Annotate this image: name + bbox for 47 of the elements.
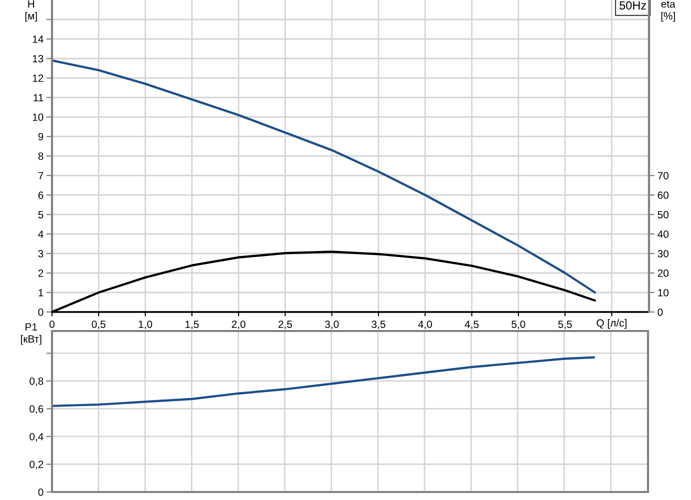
x-tick-label: 2,5: [278, 320, 292, 330]
y-tick-label: 5: [38, 211, 44, 218]
x-tick-label: 5,5: [558, 320, 572, 330]
y-tick-label: 8: [38, 152, 44, 160]
y2-tick-label: 70: [658, 172, 669, 180]
y2-axis-title: eta [%]: [661, 0, 676, 22]
y-axis-title: P1 [кВт]: [21, 323, 42, 345]
y2-tick-label: 20: [658, 270, 669, 277]
y-tick-label: 0,8: [30, 377, 44, 386]
x-tick-label: 4,5: [464, 320, 479, 330]
y-tick-label: 6: [38, 192, 44, 199]
x-tick-label: 3,5: [372, 320, 386, 330]
y2-tick-label: 10: [658, 289, 669, 296]
y-tick-label: 0,2: [30, 460, 44, 470]
y2-tick-label: 40: [658, 230, 669, 238]
y-tick-label: 2: [38, 270, 44, 277]
y-tick-label: 3: [38, 250, 44, 258]
y-tick-label: 0: [38, 308, 44, 316]
y-tick-label: 4: [38, 230, 44, 238]
y-tick-label: 1: [38, 289, 44, 296]
y2-tick-label: 0: [658, 308, 663, 316]
x-tick-label: 5,0: [512, 320, 526, 330]
x-tick-label: 1,5: [185, 320, 199, 330]
y2-tick-label: 30: [658, 250, 669, 258]
x-tick-label: 0,5: [92, 320, 106, 330]
x-tick-label: 3,0: [325, 320, 339, 330]
y-tick-label: 14: [32, 36, 44, 43]
y-tick-label: 7: [38, 172, 44, 180]
y-tick-label: 11: [34, 94, 44, 102]
y-tick-label: 0: [38, 488, 44, 496]
annotation: 50Hz: [620, 1, 646, 10]
x-tick-label: 0: [50, 320, 54, 328]
y-tick-label: 13: [32, 55, 44, 62]
x-tick-label: 1,0: [138, 320, 152, 330]
x-axis-title: Q [л/с]: [596, 319, 626, 329]
y-tick-label: 9: [38, 133, 44, 140]
y-tick-label: 0,6: [30, 405, 44, 414]
y-tick-label: 10: [32, 114, 44, 121]
y-tick-label: 0,4: [30, 432, 44, 442]
y-axis-title: H [м]: [25, 0, 37, 22]
y2-tick-label: 50: [658, 211, 669, 218]
y-tick-label: 12: [32, 74, 44, 82]
line-series: [52, 59, 596, 294]
line-series: [52, 356, 596, 408]
x-tick-label: 4,0: [418, 320, 432, 330]
y2-tick-label: 60: [658, 192, 669, 199]
x-tick-label: 2,0: [232, 320, 246, 330]
